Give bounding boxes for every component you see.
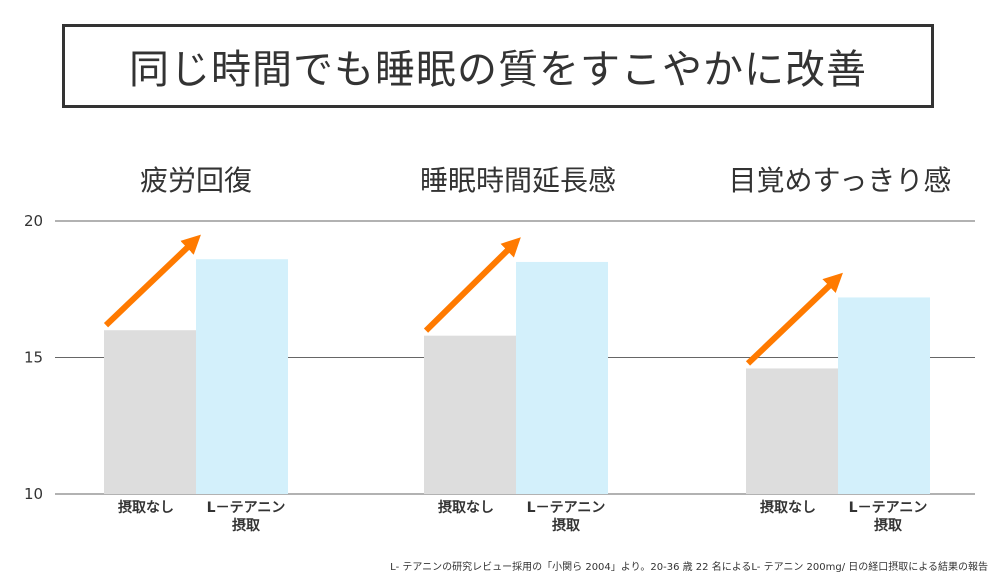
bar-none-3 <box>746 368 838 494</box>
y-tick-label-20: 20 <box>24 212 43 230</box>
increase-arrow-3 <box>745 272 843 366</box>
y-tick-label-10: 10 <box>24 485 43 503</box>
bar-label-none-2-1: 摂取なし <box>438 499 494 516</box>
bar-none-2 <box>424 335 516 494</box>
bar-label-none-3-1: 摂取なし <box>760 499 816 516</box>
bar-label-theanine-2-2: 摂取 <box>552 517 581 534</box>
increase-arrow-1 <box>103 234 201 328</box>
bar-label-none-1-1: 摂取なし <box>118 499 174 516</box>
y-tick-label-15: 15 <box>24 349 43 367</box>
chart-title: 同じ時間でも睡眠の質をすこやかに改善 <box>129 47 867 93</box>
group-title-2: 睡眠時間延長感 <box>420 164 616 197</box>
group-title-3: 目覚めすっきり感 <box>729 164 952 197</box>
bar-theanine-1 <box>196 259 288 494</box>
bar-label-theanine-2-1: L－テアニン <box>527 500 606 516</box>
bar-label-theanine-1-1: L－テアニン <box>207 500 286 516</box>
increase-arrow-2 <box>423 237 521 333</box>
chart-title-box: 同じ時間でも睡眠の質をすこやかに改善 <box>62 24 934 108</box>
source-footnote: L- テアニンの研究レビュー採用の「小関ら 2004」より。20-36 歳 22… <box>390 562 988 573</box>
bar-label-theanine-3-1: L－テアニン <box>849 500 928 516</box>
bar-theanine-2 <box>516 261 608 494</box>
bar-label-theanine-3-2: 摂取 <box>874 517 903 534</box>
bar-label-theanine-1-2: 摂取 <box>232 517 261 534</box>
group-title-1: 疲労回復 <box>140 164 252 197</box>
bar-none-1 <box>104 330 196 494</box>
bar-theanine-3 <box>838 297 930 494</box>
